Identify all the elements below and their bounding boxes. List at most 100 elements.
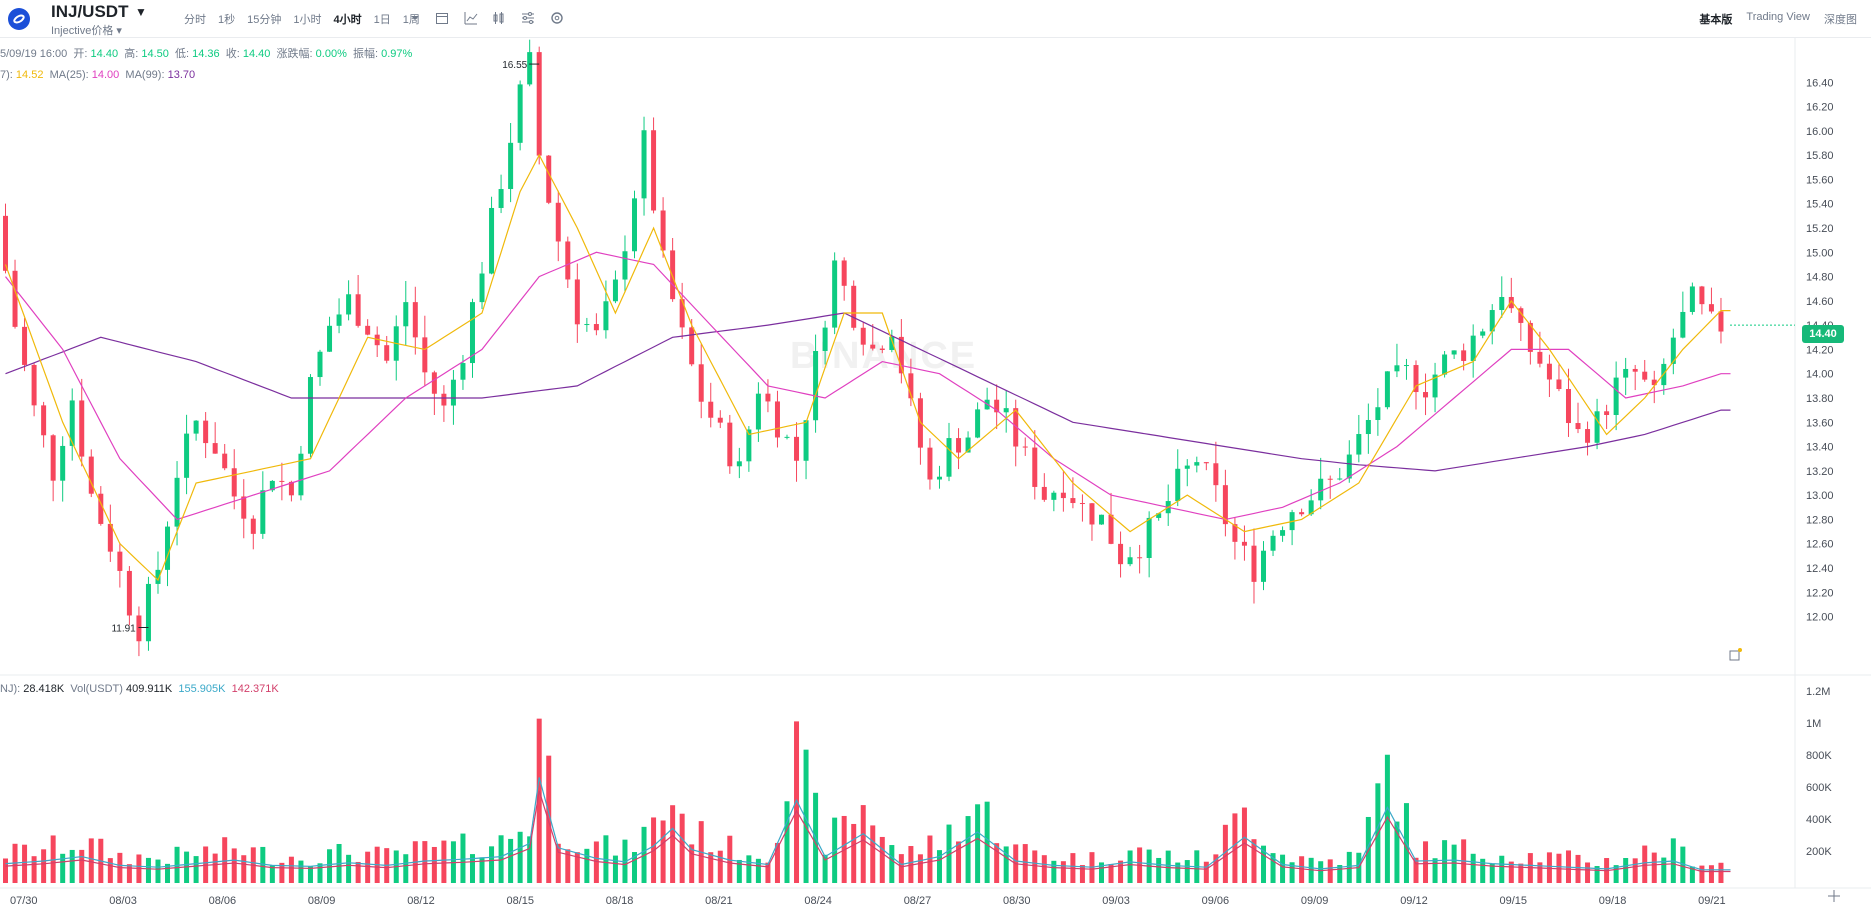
price-tick-label: 16.00 — [1806, 126, 1834, 138]
candle-body — [822, 327, 828, 351]
candle-body — [546, 155, 552, 203]
candle-body — [1527, 322, 1533, 352]
interval-selector: 分时 1秒 15分钟 1小时 4小时 1日 1周 — [178, 11, 426, 27]
volume-bar — [1499, 855, 1505, 883]
pair-dropdown-caret-icon[interactable]: ▼ — [135, 5, 147, 19]
price-tick-label: 12.40 — [1806, 563, 1834, 575]
price-tick-label: 14.60 — [1806, 296, 1834, 308]
volume-bar — [794, 721, 800, 883]
candle-body — [41, 405, 47, 436]
volume-bar — [1384, 754, 1390, 883]
candle-style-icon[interactable] — [492, 11, 506, 25]
volume-bar — [1318, 861, 1324, 883]
volume-bar — [946, 824, 952, 883]
view-basic[interactable]: 基本版 — [1699, 14, 1733, 26]
candle-body — [1575, 423, 1581, 430]
candle-body — [1394, 365, 1400, 372]
candle-body — [1708, 304, 1714, 312]
volume-bar — [1118, 860, 1124, 883]
screenshot-clip-icon[interactable] — [1728, 648, 1742, 662]
volume-bar — [165, 863, 171, 883]
candle-body — [670, 250, 676, 300]
view-tradingview[interactable]: Trading View — [1746, 11, 1810, 23]
candle-body — [317, 351, 323, 378]
candle-body — [698, 364, 704, 402]
ma7-value: 14.52 — [15, 69, 44, 81]
candle-body — [1413, 365, 1419, 393]
candle-body — [622, 251, 628, 280]
volume-bar — [975, 804, 981, 883]
coin-price-link[interactable]: Injective价格 ▾ — [51, 25, 122, 37]
calendar-icon[interactable] — [435, 11, 449, 25]
change-label: 涨跌幅: — [276, 48, 313, 60]
candle-body — [1137, 557, 1143, 559]
volume-bar — [1489, 863, 1495, 883]
candle-body — [603, 301, 609, 331]
price-tick-label: 14.80 — [1806, 272, 1834, 284]
settings-sliders-icon[interactable] — [521, 11, 535, 25]
candle-body — [431, 372, 437, 394]
volume-bar — [31, 856, 37, 883]
volume-bar — [517, 831, 523, 883]
volume-bar — [22, 844, 28, 883]
volume-bar — [984, 801, 990, 883]
candle-body — [1546, 363, 1552, 380]
candle-body — [1337, 478, 1343, 480]
candle-body — [203, 420, 209, 444]
volume-bar — [460, 833, 466, 883]
candle-body — [1403, 365, 1409, 367]
candle-body — [565, 241, 571, 280]
volume-bar — [1127, 850, 1133, 883]
volume-bar — [346, 854, 352, 883]
interval-timeline[interactable]: 分时 — [184, 14, 206, 26]
time-tick-label: 08/06 — [209, 895, 237, 907]
price-tick-label: 13.80 — [1806, 393, 1834, 405]
volume-bar — [898, 854, 904, 883]
interval-1h[interactable]: 1小时 — [293, 14, 322, 26]
candle-body — [88, 456, 94, 494]
interval-1s[interactable]: 1秒 — [218, 14, 236, 26]
volume-bar — [1613, 865, 1619, 883]
interval-15m[interactable]: 15分钟 — [247, 14, 282, 26]
volume-bar — [1642, 845, 1648, 883]
candle-body — [527, 52, 533, 85]
indicator-chart-icon[interactable] — [464, 11, 478, 25]
candle-body — [755, 393, 761, 430]
price-tick-label: 14.00 — [1806, 369, 1834, 381]
candle-body — [689, 327, 695, 365]
candle-body — [994, 399, 1000, 413]
interval-4h[interactable]: 4小时 — [333, 14, 362, 26]
volume-tick-label: 400K — [1806, 814, 1832, 826]
volume-bar — [489, 846, 495, 883]
candle-body — [1089, 503, 1095, 525]
candle-body — [555, 202, 561, 242]
gear-icon[interactable] — [550, 11, 564, 25]
candle-body — [774, 401, 780, 438]
volume-bar — [889, 845, 895, 883]
candle-body — [460, 363, 466, 380]
candle-body — [517, 84, 523, 143]
view-depth[interactable]: 深度图 — [1824, 14, 1857, 26]
volume-bar — [1098, 862, 1104, 883]
candle-body — [841, 260, 847, 286]
volume-bar — [927, 835, 933, 883]
candle-body — [298, 453, 304, 496]
volume-bar — [431, 846, 437, 883]
volume-bar — [1184, 860, 1190, 883]
volume-bar — [1165, 850, 1171, 883]
candlestick-chart[interactable]: 16.40 16.20 16.00 15.80 15.60 15.40 15.20 15.00… — [0, 38, 1871, 910]
candle-body — [136, 615, 142, 642]
candle-body — [1022, 446, 1028, 448]
pair-title[interactable]: INJ/USDT — [51, 2, 129, 21]
candle-body — [50, 435, 56, 481]
price-tick-label: 14.20 — [1806, 344, 1834, 356]
time-tick-label: 08/03 — [109, 895, 137, 907]
candle-body — [1308, 500, 1314, 515]
interval-1d[interactable]: 1日 — [373, 14, 391, 26]
volume-bar — [670, 805, 676, 883]
candle-body — [1127, 557, 1133, 565]
candle-body — [813, 350, 819, 421]
candle-body — [479, 273, 485, 303]
more-intervals-chevron-icon[interactable] — [408, 11, 422, 25]
candle-body — [1051, 492, 1057, 500]
